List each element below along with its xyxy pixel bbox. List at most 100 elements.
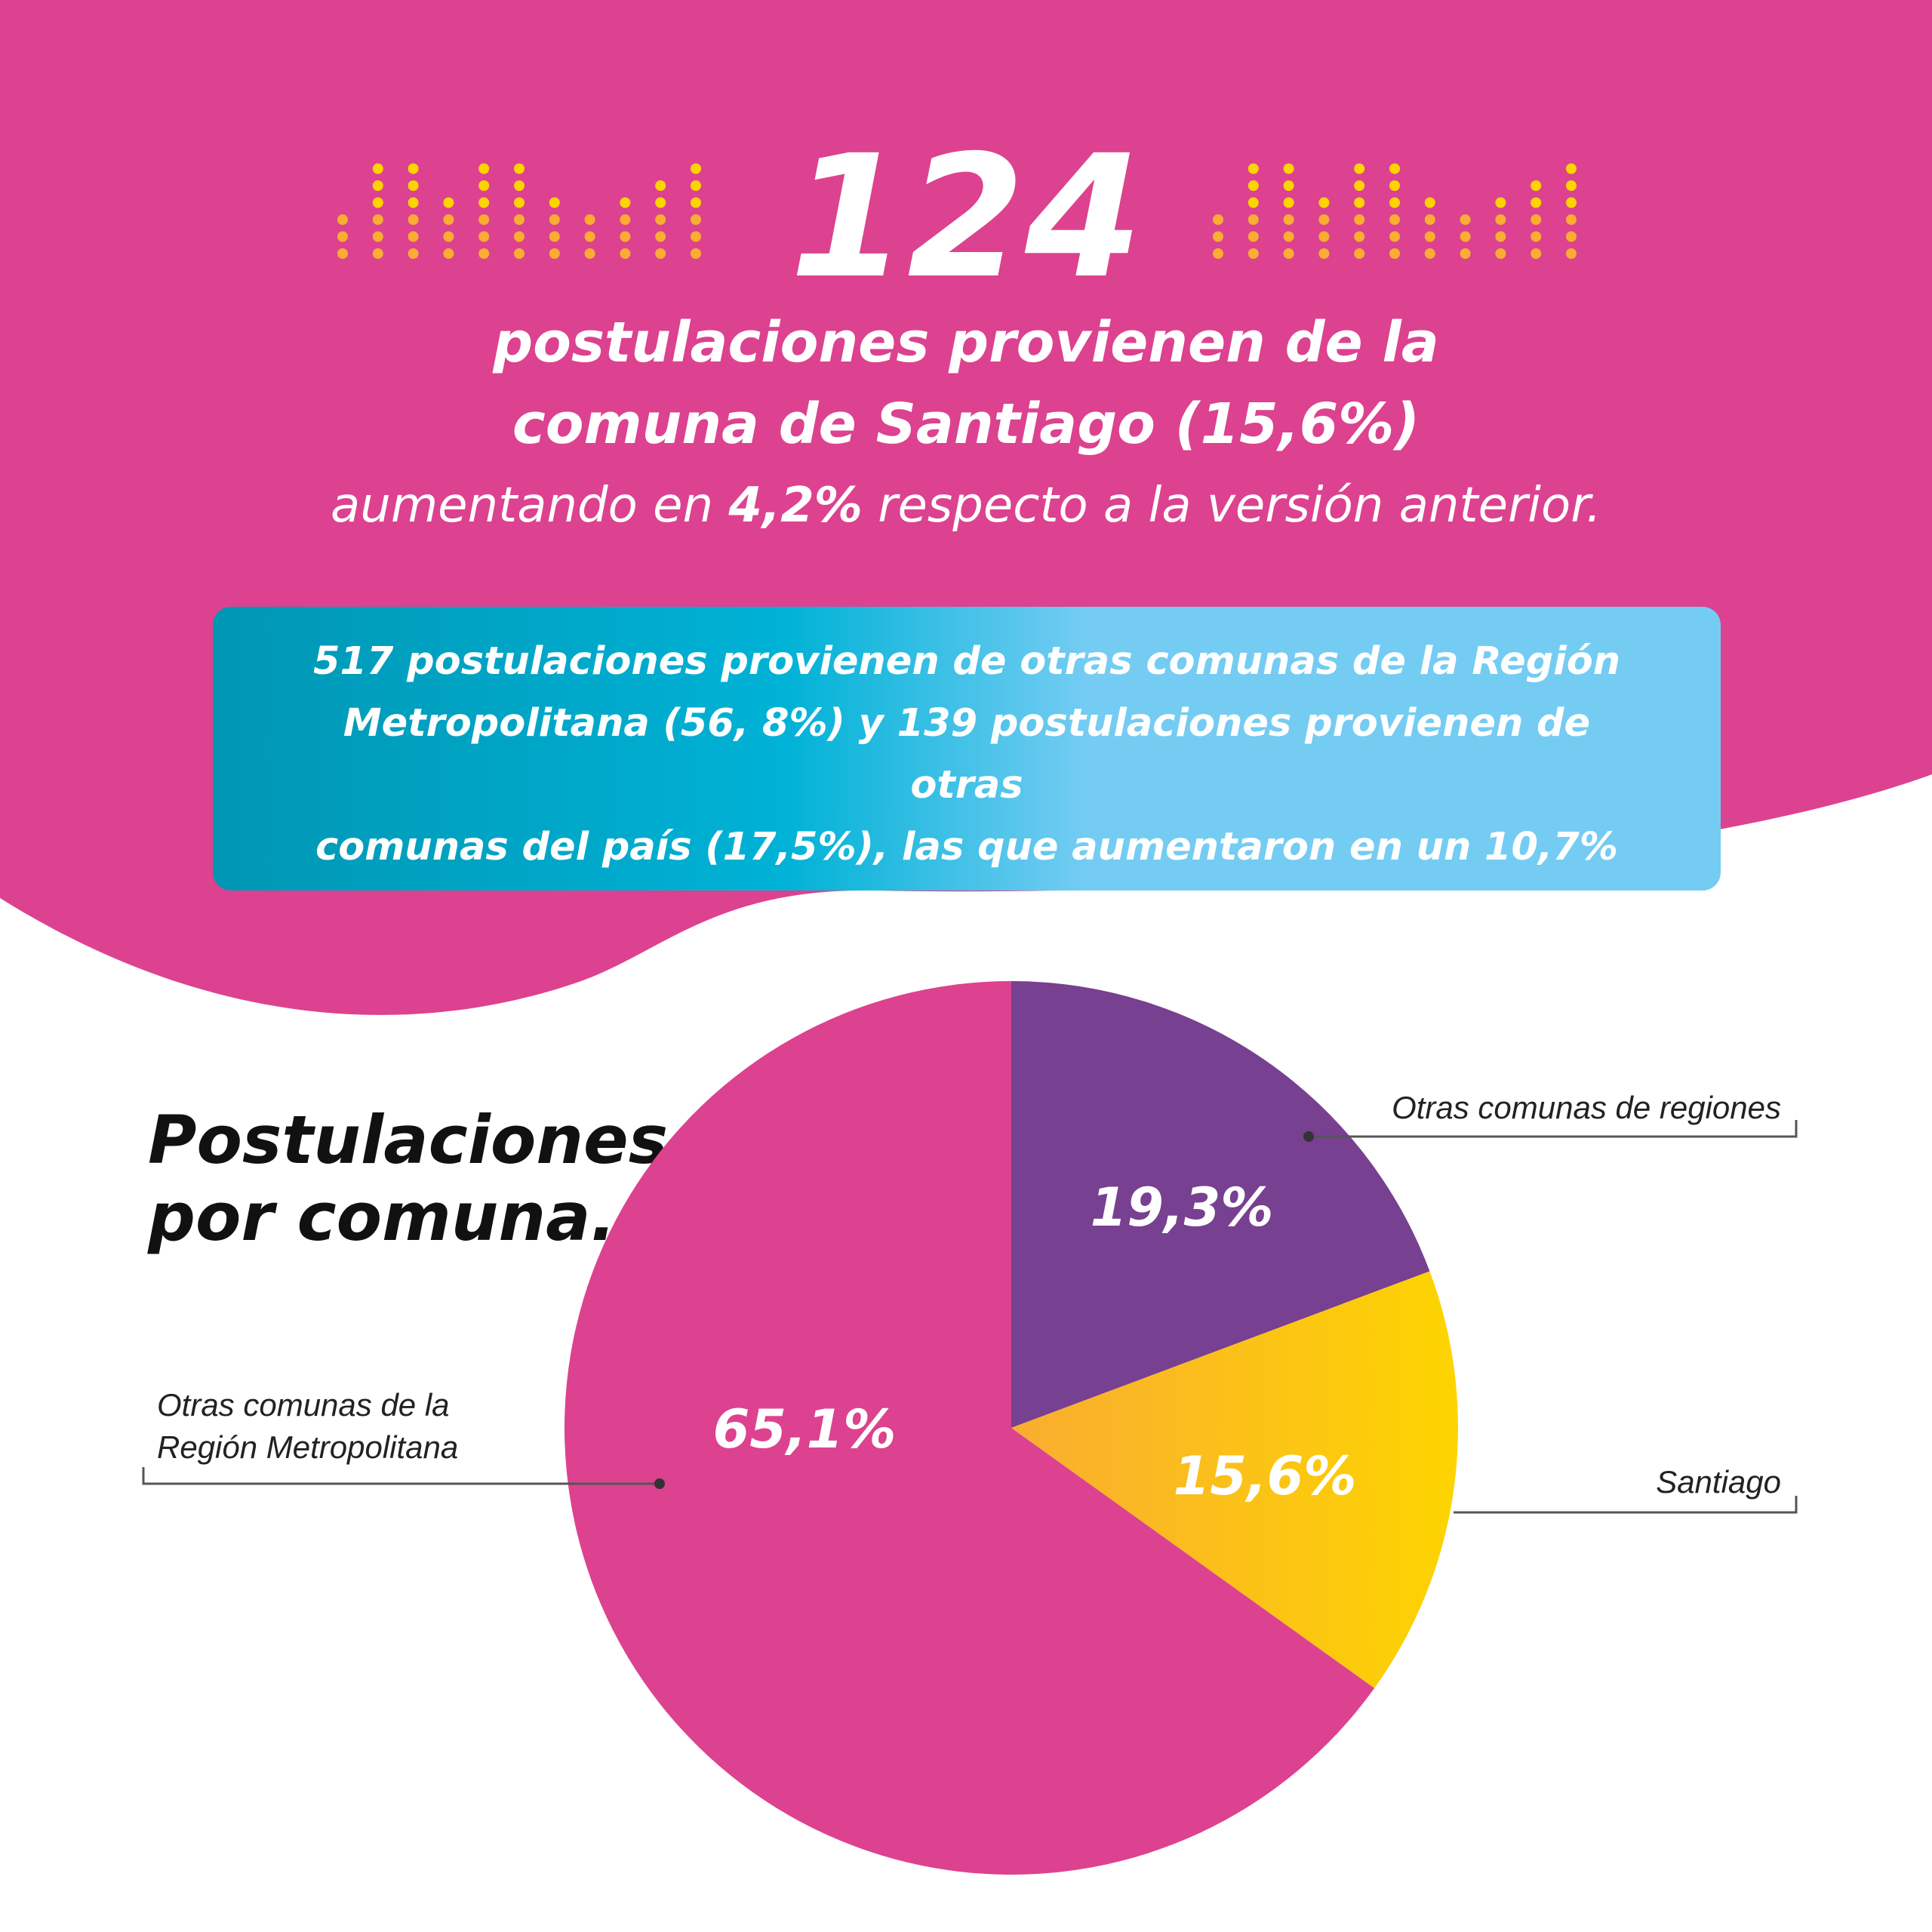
decorative-dots-left (337, 163, 701, 259)
decorative-dot (1283, 197, 1294, 208)
decorative-dot (478, 248, 490, 259)
decorative-dot (1531, 248, 1542, 259)
decorative-dot (478, 163, 490, 174)
decorative-dot (1247, 214, 1259, 225)
decorative-dot (1389, 231, 1400, 242)
decorative-dot (1495, 197, 1506, 208)
headline-line-1: postulaciones provienen de la (493, 310, 1439, 375)
decorative-dot (1283, 163, 1294, 174)
decorative-dot (584, 248, 595, 259)
decorative-dot (514, 197, 525, 208)
decorative-dot (514, 214, 525, 225)
info-box-line-2: Metropolitana (56, 8%) y 139 postulacion… (343, 701, 1591, 808)
decorative-dot (1389, 163, 1400, 174)
decorative-dot (1566, 180, 1577, 191)
decorative-dot (1566, 197, 1577, 208)
decorative-dot (408, 248, 419, 259)
info-box: 517 postulaciones provienen de otras com… (213, 607, 1721, 993)
decorative-dot (1213, 214, 1223, 225)
decorative-dot (514, 180, 525, 191)
decorative-dot (478, 180, 490, 191)
decorative-dot (1566, 163, 1577, 174)
decorative-dot (1247, 180, 1259, 191)
headline: postulaciones provienen de la comuna de … (0, 302, 1932, 465)
decorative-dot (1566, 214, 1577, 225)
chart-title: Postulaciones por comuna. (148, 1101, 669, 1256)
legend-label-santiago: Santiago (1656, 1464, 1781, 1500)
decorative-dot (443, 248, 454, 259)
decorative-dot (372, 163, 383, 174)
decorative-dot (1283, 231, 1294, 242)
info-box-line-3: comunas del país (17,5%), las que aument… (315, 825, 1618, 931)
decorative-dot (514, 231, 525, 242)
decorative-dot (691, 231, 701, 242)
decorative-dot (1354, 180, 1365, 191)
decorative-dot (1424, 214, 1435, 225)
legend-label-regiones: Otras comunas de regiones (1392, 1090, 1781, 1125)
decorative-dot (691, 180, 701, 191)
leader-line-region-metropolitana (142, 1467, 665, 1489)
decorative-dot (478, 214, 490, 225)
decorative-dot (1531, 197, 1542, 208)
pie-slice-regiones (1011, 981, 1430, 1428)
decorative-dot (408, 180, 419, 191)
decorative-dot (514, 248, 525, 259)
decorative-dot (620, 197, 631, 208)
decorative-dot (1389, 214, 1400, 225)
decorative-dot (655, 197, 666, 208)
subline-after: respecto a la versión anterior. (862, 478, 1601, 534)
decorative-dot (1389, 248, 1400, 259)
decorative-dot (372, 214, 383, 225)
decorative-dot (1531, 180, 1542, 191)
decorative-dot (1424, 197, 1435, 208)
chart-title-line-1: Postulaciones (148, 1101, 669, 1179)
big-number: 124 (789, 118, 1143, 315)
decorative-dot (1424, 231, 1435, 242)
decorative-dot (1531, 231, 1542, 242)
info-box-line-1: 517 postulaciones provienen de otras com… (312, 639, 1621, 684)
subline-percent: 4,2% (728, 478, 863, 534)
decorative-dot (584, 214, 595, 225)
decorative-dot (1495, 214, 1506, 225)
decorative-dot (1213, 231, 1223, 242)
decorative-dot (514, 163, 525, 174)
leader-line-regiones (1303, 1120, 1798, 1142)
decorative-dots-right (1213, 163, 1577, 259)
chart-title-line-2: por comuna. (148, 1178, 616, 1256)
decorative-dot (655, 214, 666, 225)
decorative-dot (337, 214, 348, 225)
decorative-dot (1566, 231, 1577, 242)
decorative-dot (584, 231, 595, 242)
decorative-dot (1460, 248, 1471, 259)
decorative-dot (1495, 248, 1506, 259)
decorative-dot (691, 197, 701, 208)
decorative-dot (408, 197, 419, 208)
decorative-dot (1247, 248, 1259, 259)
slice-label-santiago: 15,6% (1174, 1445, 1357, 1507)
headline-line-2: comuna de Santiago (15,6%) (512, 392, 1420, 457)
decorative-dot (1213, 248, 1223, 259)
decorative-dot (443, 197, 454, 208)
decorative-dot (408, 163, 419, 174)
decorative-dot (372, 197, 383, 208)
decorative-dot (620, 248, 631, 259)
decorative-dot (1318, 231, 1330, 242)
decorative-dot (620, 214, 631, 225)
decorative-dot (1283, 214, 1294, 225)
decorative-dot (691, 248, 701, 259)
pie-slice-region-metropolitana (564, 981, 1375, 1875)
legend-label-rm-line-2: Región Metropolitana (157, 1429, 458, 1465)
decorative-dot (1283, 248, 1294, 259)
decorative-dot (549, 248, 560, 259)
decorative-dot (1389, 197, 1400, 208)
decorative-dot (1460, 231, 1471, 242)
decorative-dot (1389, 180, 1400, 191)
decorative-dot (478, 197, 490, 208)
decorative-dot (1354, 197, 1365, 208)
decorative-dot (372, 231, 383, 242)
slice-label-regiones: 19,3% (1091, 1177, 1274, 1238)
slice-label-region-metropolitana: 65,1% (713, 1398, 897, 1460)
decorative-dot (655, 231, 666, 242)
decorative-dot (1283, 180, 1294, 191)
decorative-dot (549, 214, 560, 225)
